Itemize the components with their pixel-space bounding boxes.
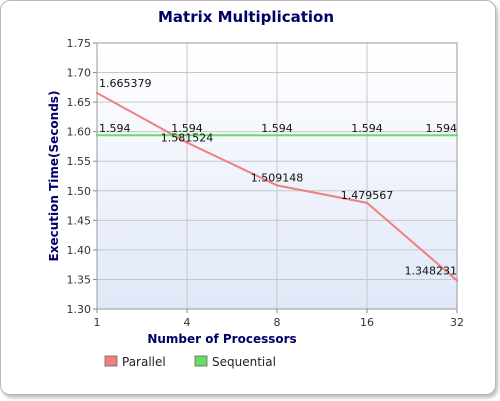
data-label-parallel: 1.479567 (341, 189, 394, 202)
data-label-sequential: 1.594 (351, 122, 383, 135)
data-label-sequential: 1.594 (171, 122, 203, 135)
data-point-sequential (275, 134, 279, 137)
legend-swatch-parallel (104, 355, 118, 367)
series-lines (95, 91, 459, 282)
x-axis-title: Number of Processors (147, 332, 296, 346)
y-tick-label: 1.35 (67, 273, 92, 286)
data-label-parallel: 1.348231 (405, 264, 458, 277)
y-tick-label: 1.60 (67, 126, 92, 139)
chart-container: Matrix Multiplication 1.30 1.35 1.40 1.45 1.… (0, 0, 496, 395)
data-label-sequential: 1.594 (261, 122, 293, 135)
y-tick-label: 1.70 (67, 67, 92, 80)
data-labels: 1.665379 1.581524 1.509148 1.479567 1.348231… (99, 77, 457, 277)
y-axis-title: Execution Time(Seconds) (47, 91, 61, 262)
legend-label-sequential: Sequential (212, 355, 276, 369)
x-tick-label: 16 (360, 316, 374, 329)
y-tick-label: 1.55 (67, 155, 92, 168)
data-label-sequential: 1.594 (426, 122, 458, 135)
x-tick-label: 1 (94, 316, 101, 329)
chart-title: Matrix Multiplication (158, 8, 334, 26)
data-point-sequential (455, 134, 459, 137)
legend-label-parallel: Parallel (122, 355, 166, 369)
data-label-parallel: 1.581524 (161, 132, 214, 145)
x-tick-label: 32 (450, 316, 464, 329)
legend: Parallel Sequential (104, 355, 276, 369)
data-point-parallel (185, 141, 189, 144)
legend-swatch-sequential (194, 355, 208, 367)
data-point-parallel (365, 201, 369, 205)
y-tick-label: 1.40 (67, 244, 92, 257)
data-label-parallel: 1.665379 (99, 77, 152, 90)
y-tick-label: 1.50 (67, 185, 92, 198)
data-point-parallel (95, 91, 99, 95)
plot-border (96, 42, 458, 310)
axes: 1.30 1.35 1.40 1.45 1.50 1.55 1.60 1.65 1.70 1.75… (67, 37, 465, 329)
data-point-parallel (275, 184, 279, 187)
y-tick-label: 1.45 (67, 214, 92, 227)
x-tick-label: 8 (274, 316, 281, 329)
y-tick-label: 1.75 (67, 37, 92, 50)
y-tick-label: 1.65 (67, 96, 92, 109)
data-point-sequential (365, 134, 369, 137)
data-point-parallel (455, 279, 459, 282)
data-point-sequential (95, 134, 99, 137)
data-point-sequential (185, 134, 189, 137)
data-label-parallel: 1.509148 (251, 171, 304, 184)
data-label-sequential: 1.594 (99, 122, 131, 135)
y-tick-label: 1.30 (67, 303, 92, 316)
x-tick-label: 4 (184, 316, 191, 329)
